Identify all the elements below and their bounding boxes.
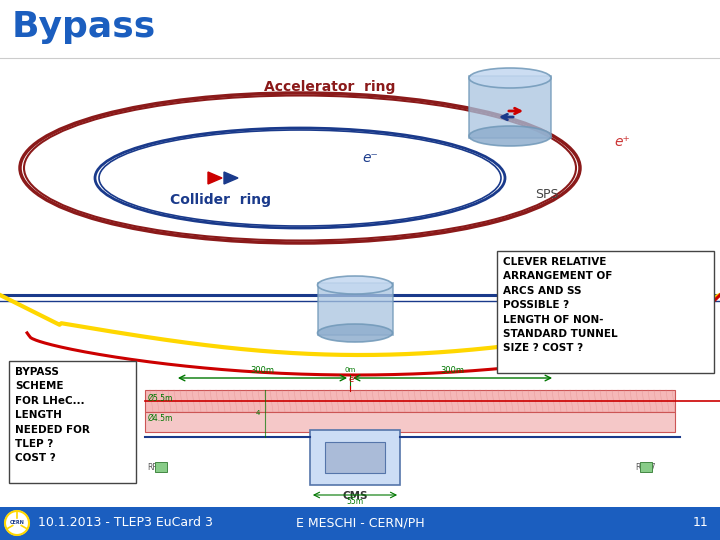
Bar <box>325 442 385 473</box>
Text: e⁺: e⁺ <box>614 135 630 149</box>
Text: Collider  ring: Collider ring <box>169 193 271 207</box>
Ellipse shape <box>469 68 551 88</box>
Text: SPS: SPS <box>535 188 559 201</box>
Text: RR57: RR57 <box>635 462 655 471</box>
Bar <box>310 430 400 485</box>
Text: CLEVER RELATIVE
ARRANGEMENT OF
ARCS AND SS
POSSIBLE ?
LENGTH OF NON-
STANDARD TU: CLEVER RELATIVE ARRANGEMENT OF ARCS AND … <box>503 257 618 353</box>
Text: CERN: CERN <box>9 519 24 524</box>
Text: e⁺: e⁺ <box>348 375 358 384</box>
Text: 300m: 300m <box>440 366 464 375</box>
Text: 4: 4 <box>256 410 260 416</box>
Polygon shape <box>208 172 222 184</box>
Bar <box>155 462 167 472</box>
Bar <box>145 412 675 432</box>
Text: CMS: CMS <box>342 491 368 501</box>
Text: Ø5.5m: Ø5.5m <box>148 394 174 402</box>
FancyBboxPatch shape <box>497 251 714 373</box>
Text: e⁻: e⁻ <box>362 151 378 165</box>
Text: Accelerator  ring: Accelerator ring <box>264 80 396 94</box>
Bar <box>145 390 675 412</box>
Ellipse shape <box>318 276 392 294</box>
Ellipse shape <box>469 126 551 146</box>
Text: BYPASS
SCHEME
FOR LHeC...
LENGTH
NEEDED FOR
TLEP ?
COST ?: BYPASS SCHEME FOR LHeC... LENGTH NEEDED … <box>15 367 90 463</box>
Text: RR65: RR65 <box>147 462 168 471</box>
Text: 10.1.2013 - TLEP3 EuCard 3: 10.1.2013 - TLEP3 EuCard 3 <box>38 516 213 530</box>
Bar <box>0 0 720 58</box>
Bar <box>0 507 720 540</box>
Text: E MESCHI - CERN/PH: E MESCHI - CERN/PH <box>296 516 424 530</box>
Bar <box>469 76 551 138</box>
Bar <box>640 462 652 472</box>
Bar <box>318 283 392 335</box>
Text: 300m: 300m <box>250 366 274 375</box>
FancyBboxPatch shape <box>9 361 136 483</box>
Polygon shape <box>224 172 238 184</box>
Text: Bypass: Bypass <box>12 10 156 44</box>
Text: 55m: 55m <box>346 497 364 506</box>
Ellipse shape <box>318 324 392 342</box>
Text: 0m: 0m <box>344 367 356 373</box>
Text: 11: 11 <box>692 516 708 530</box>
Text: Ø4.5m: Ø4.5m <box>148 414 174 422</box>
Circle shape <box>5 511 29 535</box>
